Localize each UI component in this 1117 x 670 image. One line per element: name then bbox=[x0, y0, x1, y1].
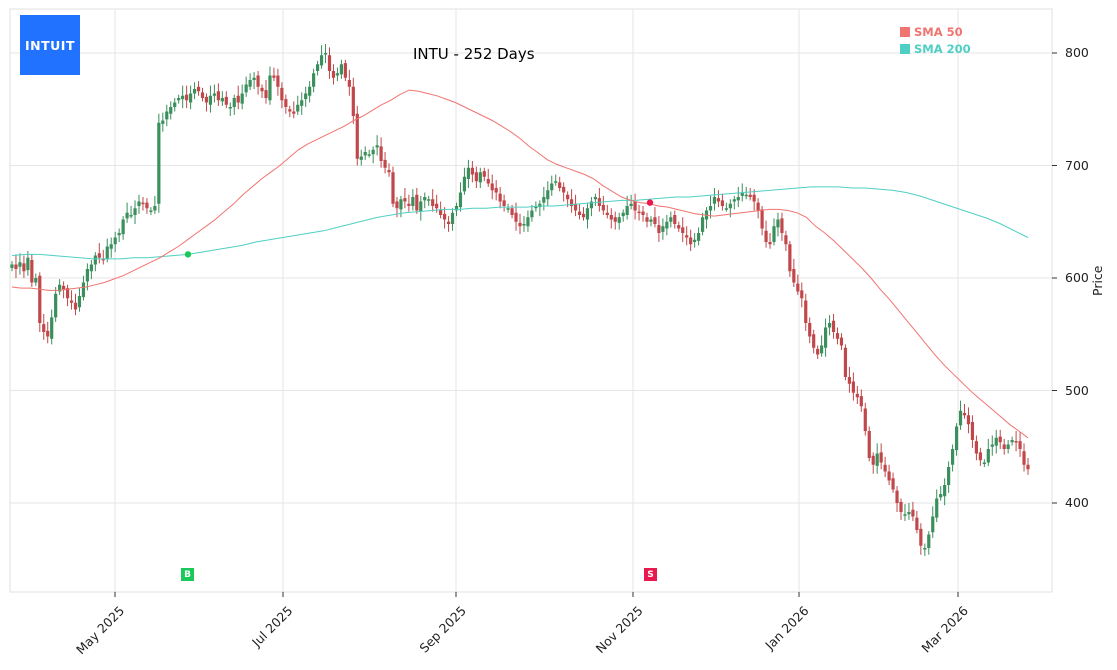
buy-signal-marker: B bbox=[181, 568, 194, 581]
legend-label: SMA 200 bbox=[914, 41, 971, 56]
sma200-swatch-icon bbox=[900, 43, 910, 54]
y-tick-600: 600 bbox=[1065, 270, 1089, 285]
sma50-swatch-icon bbox=[900, 27, 910, 38]
candles bbox=[10, 44, 1030, 556]
gridlines bbox=[10, 9, 1052, 592]
plot-frame bbox=[9, 8, 1053, 593]
sma200-line bbox=[11, 186, 1029, 260]
legend-label: SMA 50 bbox=[914, 25, 963, 39]
legend-item-sma200: SMA 200 bbox=[900, 41, 971, 58]
signal-dots bbox=[184, 199, 654, 258]
sell-signal-marker: S bbox=[644, 568, 657, 581]
y-axis-label: Price bbox=[1090, 265, 1105, 297]
legend: SMA 50 SMA 200 bbox=[900, 24, 971, 57]
sell-cross-dot bbox=[646, 199, 654, 206]
sma50-line bbox=[11, 89, 1029, 439]
y-tick-400: 400 bbox=[1065, 495, 1089, 510]
intuit-logo: INTUIT bbox=[20, 15, 80, 75]
logo-text: INTUIT bbox=[25, 37, 75, 53]
buy-cross-dot bbox=[184, 251, 192, 258]
y-tick-700: 700 bbox=[1065, 158, 1089, 173]
y-tick-800: 800 bbox=[1065, 45, 1089, 60]
y-tick-500: 500 bbox=[1065, 383, 1089, 398]
legend-item-sma50: SMA 50 bbox=[900, 24, 971, 41]
axis-ticks bbox=[114, 52, 1057, 597]
chart-title: INTU - 252 Days bbox=[413, 45, 535, 63]
